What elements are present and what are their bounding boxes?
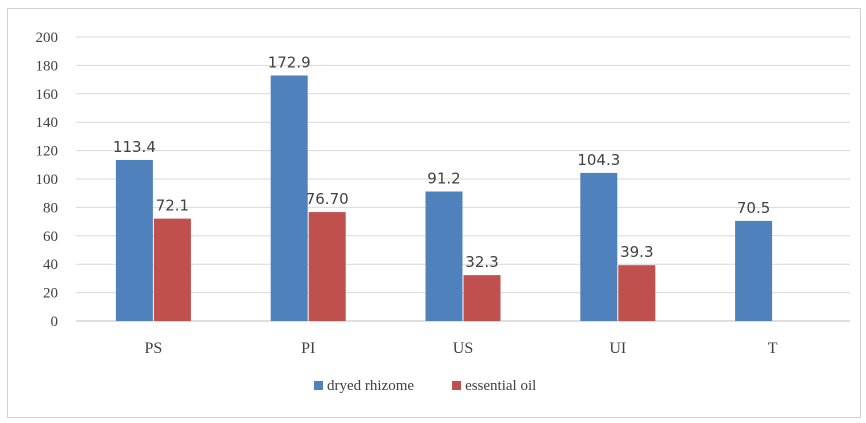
- bar-pi-essential-oil: [308, 212, 346, 321]
- y-axis: 0 20 40 60 80 100 120 140 160 180 200: [36, 30, 59, 330]
- data-label: 104.3: [577, 151, 620, 169]
- y-tick-label: 160: [36, 87, 59, 103]
- legend-swatch: [452, 381, 462, 390]
- y-tick-label: 80: [43, 200, 58, 216]
- data-label: 39.3: [620, 243, 653, 261]
- legend: dryed rhizome essential oil: [314, 378, 536, 394]
- y-tick-label: 140: [36, 115, 59, 131]
- data-label: 72.1: [156, 197, 189, 215]
- bar-us-essential-oil: [463, 275, 501, 321]
- bar-pi-dryed-rhizome: [270, 75, 308, 322]
- y-tick-label: 180: [36, 58, 59, 74]
- y-tick-label: 0: [51, 314, 59, 330]
- data-label: 32.3: [465, 253, 498, 271]
- data-labels: 113.4 72.1 172.9 76.70 91.2 32.3 104.3 39.3 70.5: [113, 53, 770, 271]
- bar-ui-essential-oil: [618, 265, 656, 321]
- y-tick-label: 120: [36, 144, 59, 160]
- bar-us-dryed-rhizome: [425, 191, 463, 321]
- gridlines: [76, 36, 850, 322]
- bar-ps-essential-oil: [153, 218, 191, 321]
- y-tick-label: 40: [43, 257, 58, 273]
- x-tick-label: T: [768, 340, 778, 357]
- bar-ps-dryed-rhizome: [115, 159, 153, 321]
- data-label: 91.2: [427, 169, 460, 187]
- legend-label: dryed rhizome: [327, 378, 414, 394]
- data-label: 70.5: [737, 199, 770, 217]
- legend-swatch: [314, 381, 323, 390]
- y-tick-label: 200: [36, 30, 59, 46]
- y-tick-label: 20: [43, 286, 58, 302]
- bar-t-dryed-rhizome: [735, 220, 773, 321]
- legend-label: essential oil: [465, 378, 536, 394]
- data-label: 113.4: [113, 138, 156, 156]
- x-tick-label: PS: [145, 340, 163, 357]
- x-tick-label: PI: [301, 340, 315, 357]
- data-label: 76.70: [306, 190, 349, 208]
- x-tick-label: US: [453, 340, 473, 357]
- data-label: 172.9: [268, 53, 311, 71]
- bars: [115, 75, 773, 322]
- y-tick-label: 60: [43, 229, 58, 245]
- y-tick-label: 100: [36, 172, 59, 188]
- bar-ui-dryed-rhizome: [580, 172, 618, 321]
- x-tick-label: UI: [609, 340, 626, 357]
- x-axis: PS PI US UI T: [145, 340, 778, 357]
